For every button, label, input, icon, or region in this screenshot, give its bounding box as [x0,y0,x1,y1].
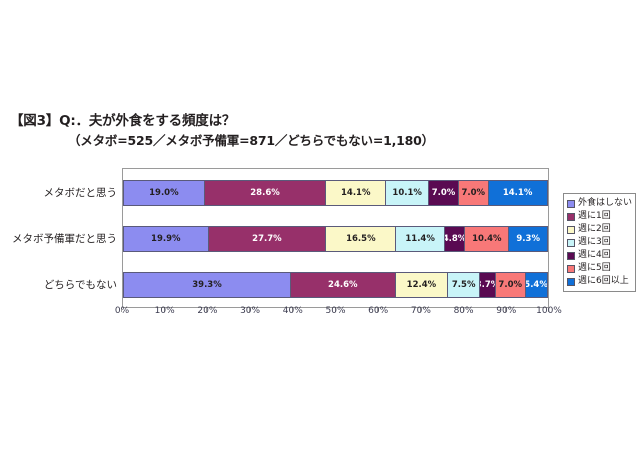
legend-swatch-icon [567,212,575,221]
x-axis-tick [462,308,464,312]
x-axis-tick-label: 90% [496,306,517,316]
bar-segment: 14.1% [487,180,548,206]
bar-row-label: メタボ予備軍だと思う [12,233,117,245]
legend-item: 週に4回 [567,249,633,262]
x-axis-tick [334,308,336,312]
page-title: 【図3】Q:．夫が外食をする頻度は？ [10,113,236,129]
bar-row-label: どちらでもない [43,279,117,291]
bar-segment: 3.7% [479,272,495,298]
chart-title-block: 【図3】Q:．夫が外食をする頻度は？ （メタボ=525／メタボ予備軍=871／ど… [10,113,630,149]
legend-item: 週に6回以上 [567,275,633,288]
bar-segment: 27.7% [207,226,326,252]
bar-segment: 19.0% [123,180,204,206]
x-axis-tick-label: 20% [197,306,218,316]
legend-label: 週に6回以上 [578,276,629,286]
x-axis-tick-label: 0% [114,306,130,316]
legend-label: 週に3回 [578,237,611,247]
x-axis-tick [291,308,293,312]
legend-item: 外食はしない [567,197,633,210]
bar-segment: 10.1% [385,180,429,206]
legend-swatch-icon [567,225,575,234]
legend-item: 週に2回 [567,223,633,236]
bar-segment: 4.8% [443,226,465,252]
legend-swatch-icon [567,199,575,208]
x-axis-tick [206,308,208,312]
legend-label: 週に2回 [578,224,611,234]
bar-row: メタボだと思う 19.0% 28.6% 14.1% 10.1% 7.0% 7.0% 14.1% [44,180,548,206]
legend-item: 週に3回 [567,236,633,249]
bar-segment: 7.0% [457,180,488,206]
bar-segment: 12.4% [394,272,448,298]
bar-segment: 7.0% [494,272,525,298]
x-axis-tick [163,308,165,312]
bar-segment: 7.5% [447,272,480,298]
legend-swatch-icon [567,277,575,286]
x-axis-tick-label: 60% [368,306,389,316]
bar-segment: 39.3% [123,272,291,298]
legend-item: 週に5回 [567,262,633,275]
stacked-bar-chart: メタボだと思う 19.0% 28.6% 14.1% 10.1% 7.0% 7.0% 14.1%… [0,160,640,335]
bar-segment: 28.6% [203,180,326,206]
bar-segment: 10.4% [464,226,509,252]
x-axis-tick-label: 80% [453,306,474,316]
bar-segment: 7.0% [428,180,458,206]
bar-segment: 5.4% [524,272,548,298]
x-axis-tick-label: 30% [240,306,261,316]
legend-swatch-icon [567,238,575,247]
legend-swatch-icon [567,251,575,260]
bar-segment: 24.6% [290,272,395,298]
legend-label: 外食はしない [578,198,633,208]
bar-row: メタボ予備軍だと思う 19.9%27.7%16.5%11.4%4.8%10.4%9… [12,226,548,252]
legend-label: 週に1回 [578,211,611,221]
x-axis-tick [505,308,507,312]
legend-swatch-icon [567,264,575,273]
bar-row-label: メタボだと思う [43,187,118,199]
x-axis-tick [121,308,122,312]
bar-segment: 9.3% [508,226,548,252]
x-axis-tick [377,308,379,312]
chart-legend: 外食はしない 週に1回週に2回週に3回週に4回週に5回週に6回以上 [563,193,636,292]
x-axis-tick-label: 100% [536,306,562,316]
plot-area: メタボだと思う 19.0% 28.6% 14.1% 10.1% 7.0% 7.0% 14.1%… [12,168,549,308]
bar-segment: 14.1% [325,180,386,206]
x-axis-tick-label: 10% [154,306,175,316]
x-axis-tick [548,308,549,312]
x-axis-tick-label: 40% [282,306,303,316]
x-axis-tick-label: 50% [325,306,346,316]
x-axis-tick-label: 70% [410,306,431,316]
legend-label: 週に5回 [578,263,611,273]
legend-label: 週に4回 [578,250,611,260]
bar-row: どちらでもない 39.3%24.6%12.4%7.5%3.7%7.0%5.4% [44,272,548,298]
bar-segment: 16.5% [325,226,396,252]
bar-segment: 19.9% [123,226,208,252]
bar-segment: 11.4% [395,226,444,252]
legend-item: 週に1回 [567,210,633,223]
x-axis-tick [249,308,251,312]
page-subtitle: （メタボ=525／メタボ予備軍=871／どちらでもない=1,180） [68,133,434,148]
x-axis-tick [419,308,421,312]
